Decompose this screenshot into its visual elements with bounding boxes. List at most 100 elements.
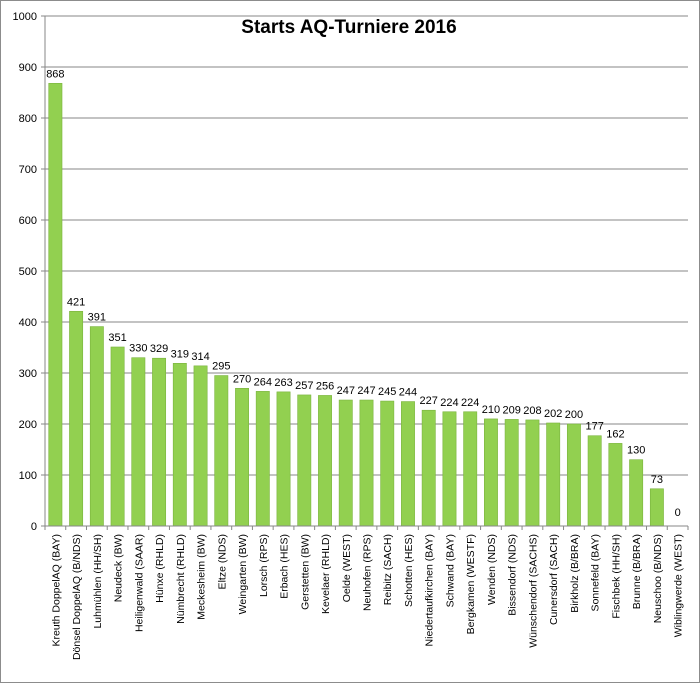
data-label: 314 — [191, 351, 209, 363]
y-tick-label: 900 — [19, 62, 37, 74]
data-label: 202 — [544, 408, 562, 420]
data-label: 256 — [316, 380, 334, 392]
category-label: Eltze (NDS) — [216, 534, 228, 589]
bar — [401, 401, 415, 527]
y-tick-label: 500 — [19, 266, 37, 278]
category-label: Weingarten (BW) — [237, 534, 249, 614]
category-label: Kreuth DoppelAQ (BAY) — [50, 534, 62, 646]
category-label: Meckesheim (BW) — [196, 534, 208, 620]
bar — [649, 488, 664, 527]
bar — [255, 391, 270, 527]
data-label: 295 — [212, 361, 230, 373]
data-label: 224 — [461, 397, 479, 409]
bar — [110, 346, 125, 527]
bar — [359, 399, 374, 527]
category-label: Reibitz (SACH) — [382, 534, 394, 605]
data-label: 270 — [233, 373, 251, 385]
labels: 0 100 200 300 400 500 600 700 800 900 1000 868 Kreut… — [13, 11, 685, 660]
category-label: Fischbek (HH/SH) — [610, 534, 622, 619]
category-label: Cunersdorf (SACH) — [548, 534, 560, 625]
data-label: 73 — [651, 474, 663, 486]
chart-title: Starts AQ-Turniere 2016 — [241, 17, 456, 38]
bar — [421, 409, 436, 527]
category-label: Neudeck (BW) — [113, 534, 125, 602]
y-tick-label: 700 — [19, 164, 37, 176]
y-tick-label: 800 — [19, 113, 37, 125]
data-label: 200 — [565, 409, 583, 421]
category-label: Brunne (B/BRA) — [631, 534, 643, 609]
category-label: Schotten (HES) — [403, 534, 415, 607]
category-label: Wenden (NDS) — [486, 534, 498, 605]
data-label: 209 — [503, 404, 521, 416]
category-label: Nümbrecht (RHLD) — [175, 534, 187, 624]
category-label: Niedertaufkirchen (BAY) — [424, 534, 436, 646]
data-label: 257 — [295, 380, 313, 392]
bar — [318, 395, 332, 527]
bar — [566, 423, 581, 527]
bar — [172, 363, 187, 527]
category-label: Lorsch (RPS) — [258, 534, 270, 597]
bar — [442, 411, 457, 527]
data-label: 210 — [482, 404, 500, 416]
data-label: 330 — [129, 343, 147, 355]
bar — [525, 419, 540, 527]
category-label: Heiligenwald (SAAR) — [133, 534, 145, 632]
bar — [338, 399, 353, 527]
bar — [587, 435, 602, 527]
category-label: Dönsel DoppelAQ (B/NDS) — [71, 534, 83, 660]
y-tick-label: 400 — [19, 317, 37, 329]
data-label: 227 — [420, 395, 438, 407]
data-label: 177 — [585, 421, 603, 433]
category-label: Gerstetten (BW) — [299, 534, 311, 610]
data-label: 351 — [108, 332, 126, 344]
category-label: Schwand (BAY) — [444, 534, 456, 607]
data-label: 247 — [357, 385, 375, 397]
category-label: Bissendorf (NDS) — [507, 534, 519, 616]
data-label: 130 — [627, 445, 645, 457]
category-label: Luhmühlen (HH/SH) — [92, 534, 104, 629]
bar — [193, 365, 208, 527]
category-label: Wiblingwerde (WEST) — [673, 534, 685, 637]
bar — [380, 400, 395, 527]
data-label: 391 — [88, 312, 106, 324]
bar — [89, 326, 104, 527]
category-label: Neuschoo (B/NDS) — [652, 534, 664, 623]
bar — [463, 411, 478, 527]
bar — [214, 375, 229, 527]
data-label: 319 — [171, 348, 189, 360]
y-tick-label: 200 — [19, 419, 37, 431]
y-tick-label: 0 — [31, 521, 37, 533]
data-label: 329 — [150, 343, 168, 355]
data-label: 421 — [67, 296, 85, 308]
y-tick-label: 600 — [19, 215, 37, 227]
data-label: 224 — [440, 397, 458, 409]
data-label: 264 — [254, 376, 272, 388]
bar — [546, 422, 561, 527]
category-label: Bergkamen (WESTF) — [465, 534, 477, 634]
data-label: 245 — [378, 386, 396, 398]
category-label: Neuhofen (RPS) — [362, 534, 374, 611]
data-label: 0 — [675, 507, 681, 519]
bar — [131, 357, 146, 527]
category-label: Wünschendorf (SACHS) — [527, 534, 539, 648]
bar — [629, 459, 644, 527]
axes — [41, 15, 689, 530]
bar — [48, 83, 63, 527]
bar — [608, 443, 623, 527]
bar — [235, 387, 249, 527]
category-label: Hünxe (RHLD) — [154, 534, 166, 603]
data-label: 162 — [606, 428, 624, 440]
y-tick-label: 100 — [19, 470, 37, 482]
category-label: Erbach (HES) — [279, 534, 291, 599]
data-label: 247 — [337, 385, 355, 397]
category-label: Kevelaer (RHLD) — [320, 534, 332, 614]
category-label: Birkholz (B/BRA) — [569, 534, 581, 613]
y-tick-label: 1000 — [13, 11, 37, 23]
data-label: 244 — [399, 387, 417, 399]
bar — [504, 419, 519, 527]
bar — [297, 394, 312, 527]
bar — [484, 418, 498, 527]
data-label: 263 — [274, 377, 292, 389]
